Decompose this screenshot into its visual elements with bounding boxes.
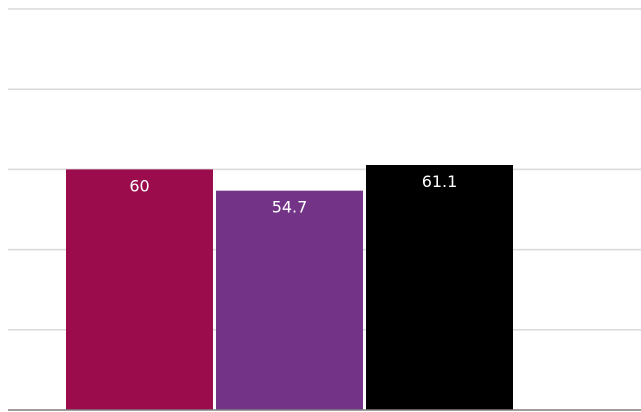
bar-value-label-1: 60 [129, 176, 149, 195]
bar-1 [66, 169, 213, 410]
bar-value-label-2: 54.7 [272, 198, 308, 217]
data-labels: 60 54.7 61.1 [129, 172, 457, 217]
bar-value-label-3: 61.1 [422, 172, 458, 191]
bars [66, 164, 513, 410]
bar-3 [366, 164, 513, 410]
bar-2 [216, 190, 363, 410]
